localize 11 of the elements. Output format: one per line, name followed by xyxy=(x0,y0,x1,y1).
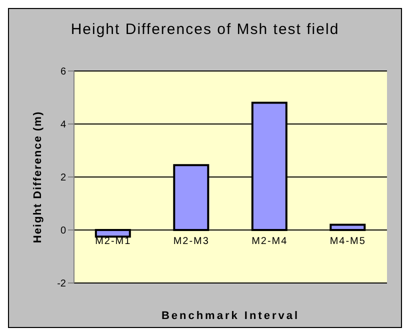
x-tick-label: M2-M4 xyxy=(252,236,288,247)
y-axis-title: Height Difference (m) xyxy=(32,110,44,244)
chart-title: Height Differences of Msh test field xyxy=(70,21,340,38)
y-tick-label: -2 xyxy=(57,278,66,290)
y-tick-label: 4 xyxy=(60,120,66,131)
x-tick-label: M2-M3 xyxy=(173,236,210,247)
y-tick-label: 2 xyxy=(60,172,66,184)
x-tick-label: M4-M5 xyxy=(330,236,366,247)
y-tick-label: 6 xyxy=(60,66,66,78)
x-axis-title: Benchmark Interval xyxy=(161,310,300,322)
y-tick-label: 0 xyxy=(60,226,66,237)
